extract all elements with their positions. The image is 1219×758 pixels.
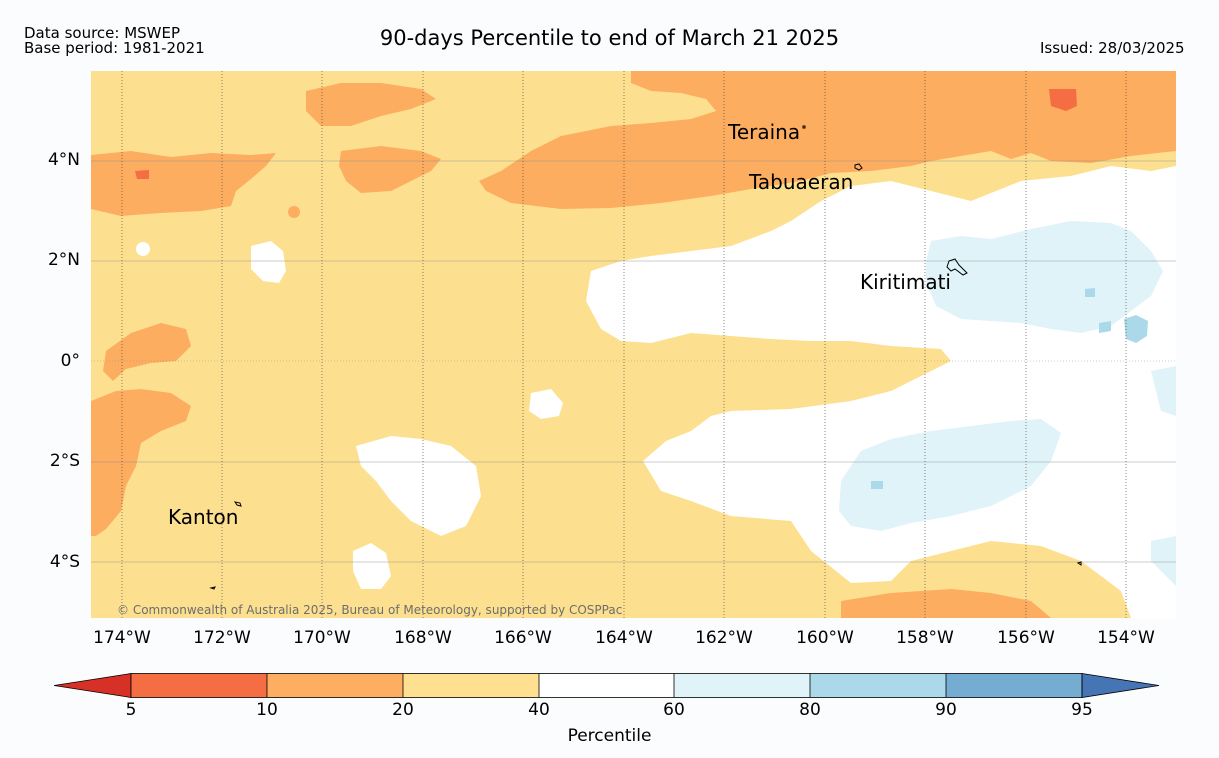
lat-label-4n: 4°N: [47, 150, 80, 170]
lightblue-region-south: [839, 419, 1061, 531]
colorbar-segment-60-80: [674, 673, 810, 698]
lon-label-156w: 156°W: [997, 628, 1055, 648]
red-patch-north-west: [135, 170, 149, 179]
issued-date-label: Issued: 28/03/2025: [1040, 39, 1185, 57]
lon-label-162w: 162°W: [695, 628, 753, 648]
red-patch-north-east: [1049, 89, 1077, 111]
colorbar-segment-10-20: [267, 673, 403, 698]
blue-patch-east-2: [1099, 321, 1111, 333]
colorbar-segment-90-95: [946, 673, 1082, 698]
colorbar-tick-40: 40: [528, 700, 550, 720]
percentile-60-80-regions: [839, 221, 1176, 586]
orange-patch-east-north: [1161, 71, 1176, 101]
colorbar-tick-80: 80: [799, 700, 821, 720]
island-outlines: [209, 125, 1082, 590]
orange-patch-north-mid: [339, 146, 441, 193]
colorbar-segment-5-10: [131, 673, 267, 698]
base-period-label: Base period: 1981-2021: [24, 39, 205, 57]
lon-label-164w: 164°W: [595, 628, 653, 648]
lat-label-2n: 2°N: [47, 250, 80, 270]
colorbar-tick-10: 10: [256, 700, 278, 720]
orange-patch-top-left: [306, 83, 436, 126]
colorbar-tick-20: 20: [392, 700, 414, 720]
white-patch-north: [251, 241, 286, 283]
data-source-label: Data source: MSWEP: [24, 24, 181, 42]
colorbar-segment-40-60: [539, 673, 674, 698]
percentile-5-10-regions: [135, 89, 1077, 179]
small-island-1: [1076, 561, 1082, 566]
colorbar-tick-95: 95: [1071, 700, 1093, 720]
lon-label-158w: 158°W: [896, 628, 954, 648]
place-label-teraina: Teraina: [728, 120, 801, 144]
lon-label-170w: 170°W: [293, 628, 351, 648]
parallel-gridlines: [91, 160, 1176, 563]
lightblue-region-north-east: [926, 221, 1163, 333]
colorbar-tick-90: 90: [935, 700, 957, 720]
orange-patch-west-equator: [103, 323, 191, 381]
percentile-80-90-regions: [871, 288, 1148, 489]
meridian-gridlines: [121, 71, 1127, 618]
lightblue-region-south-east: [1151, 536, 1176, 586]
copyright-notice: © Commonwealth of Australia 2025, Bureau…: [117, 603, 623, 617]
orange-patch-north-west: [91, 151, 276, 216]
colorbar-title: Percentile: [567, 726, 652, 746]
colorbar-segment-above-95: [1081, 673, 1160, 698]
blue-patch-east-3: [1085, 288, 1095, 297]
tabuaeran-island-outline: [854, 163, 863, 171]
teraina-island-outline: [802, 125, 806, 129]
colorbar-segment-below-5: [54, 673, 132, 698]
blue-patch-east-1: [1124, 315, 1148, 343]
colorbar-tick-5: 5: [125, 700, 137, 720]
percentile-10-20-regions: [91, 71, 1176, 618]
place-label-kanton: Kanton: [168, 505, 239, 529]
orange-band-north: [479, 71, 1176, 209]
percentile-colorbar: [54, 673, 1160, 698]
map-canvas: [91, 71, 1176, 618]
lon-label-172w: 172°W: [193, 628, 251, 648]
lon-label-160w: 160°W: [796, 628, 854, 648]
lat-label-2s: 2°S: [49, 451, 80, 471]
kanton-island-outline: [233, 501, 242, 507]
colorbar-tick-60: 60: [663, 700, 685, 720]
colorbar-segment-80-90: [810, 673, 946, 698]
lon-label-166w: 166°W: [494, 628, 552, 648]
lon-label-154w: 154°W: [1097, 628, 1155, 648]
lon-label-168w: 168°W: [394, 628, 452, 648]
percentile-map: [91, 71, 1176, 618]
kiritimati-island-outline: [946, 258, 968, 276]
blue-patch-south: [871, 481, 883, 489]
colorbar-frame: [130, 673, 1083, 698]
colorbar-segment-20-40: [403, 673, 539, 698]
lat-label-4s: 4°S: [49, 552, 80, 572]
small-island-2: [209, 586, 216, 590]
lat-label-0: 0°: [60, 351, 80, 371]
orange-patch-south-west: [91, 389, 191, 536]
colorbar-dividers: [266, 673, 947, 698]
lightblue-region-far-east: [1151, 366, 1176, 416]
place-label-tabuaeran: Tabuaeran: [749, 170, 854, 194]
white-patch-island-area: [529, 389, 563, 419]
white-patch-south-small: [353, 543, 391, 589]
white-speck-1: [136, 242, 150, 256]
orange-patch-south: [841, 589, 1051, 618]
orange-speck-1: [288, 206, 300, 218]
map-title: 90-days Percentile to end of March 21 20…: [379, 26, 840, 50]
lon-label-174w: 174°W: [93, 628, 151, 648]
white-patch-south-mid: [356, 436, 481, 536]
place-label-kiritimati: Kiritimati: [860, 270, 951, 294]
